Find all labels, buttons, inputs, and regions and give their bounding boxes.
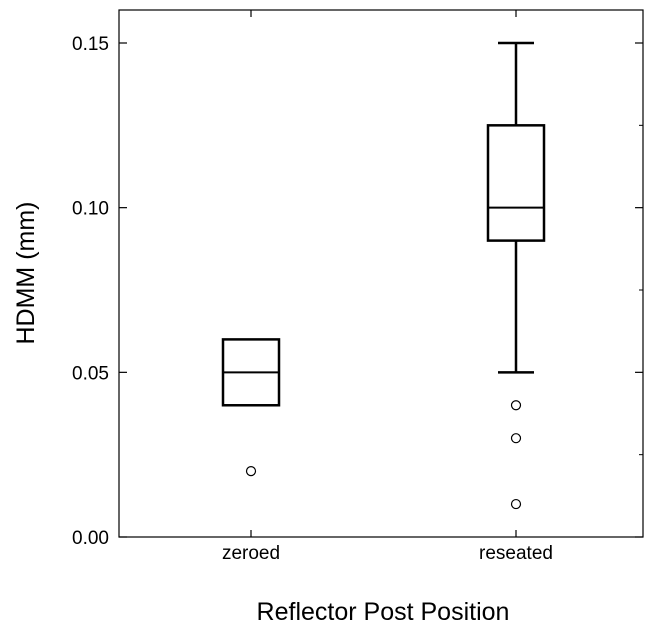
y-axis-title: HDMM (mm) [12,201,40,344]
iqr-box [486,124,546,242]
x-tick-label: reseated [479,543,553,564]
outlier-point [245,466,257,477]
y-tick-label: 0.00 [72,528,109,549]
outlier-point [510,433,522,444]
outlier-point [510,400,522,411]
box-series [221,41,546,510]
y-axis-ticks: 0.00 0.05 0.10 0.15 [72,34,643,549]
y-tick-label: 0.10 [72,199,109,220]
box-reseated [486,41,546,510]
x-axis-title: Reflector Post Position [257,598,510,626]
plot-frame [118,9,644,538]
x-tick-label: zeroed [222,543,280,564]
y-tick-label: 0.15 [72,34,109,55]
outlier-point [510,498,522,510]
y-tick-label: 0.05 [72,363,109,384]
box-zeroed [221,338,281,477]
x-axis-ticks: zeroed reseated [222,10,553,564]
